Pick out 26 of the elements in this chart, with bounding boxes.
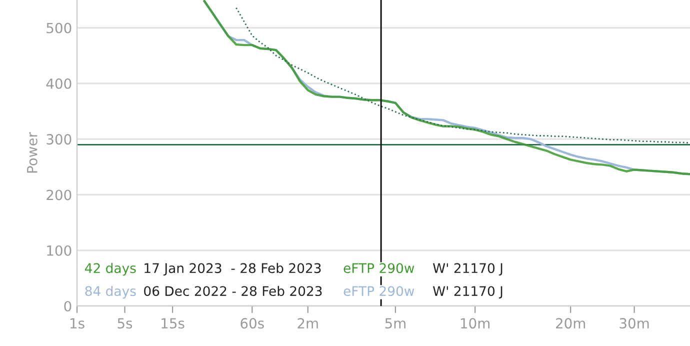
x-tick-label: 15s [162, 318, 184, 329]
x-tick-label: 5m [385, 318, 406, 329]
annotation: eFTP 290w [344, 263, 414, 274]
text: 42 days [85, 262, 136, 276]
annotation: eFTP 290w [344, 286, 414, 296]
x-tick-label: 20m [556, 318, 586, 329]
x-tick-label: 10m [460, 318, 490, 329]
line-series [236, 7, 690, 144]
x-tick-label: 5s [118, 318, 132, 329]
y-axis-title: Power [27, 132, 38, 173]
y-tick-label: 500 [46, 22, 72, 34]
y-tick-label: 200 [46, 190, 72, 200]
y-tick-label: 400 [46, 78, 72, 89]
x-tick-label: 1s [70, 318, 84, 329]
annotation: 06 Dec 2022 - 28 Feb 2023 [144, 286, 322, 296]
x-tick-label: 60s [240, 318, 264, 329]
annotation: W' 21170 J [432, 286, 502, 299]
annotation: 17 Jan 2023 - 28 Feb 2023 [144, 262, 321, 276]
annotation: W' 21170 J [432, 263, 502, 276]
y-tick-label: 300 [46, 134, 72, 145]
text: 84 days [85, 286, 136, 299]
y-tick-label: 100 [47, 245, 72, 256]
line-series [203, 0, 690, 176]
x-tick-label: 2m [298, 318, 318, 328]
y-tick-label: 0 [64, 300, 72, 312]
x-tick-label: 30m [620, 318, 649, 329]
